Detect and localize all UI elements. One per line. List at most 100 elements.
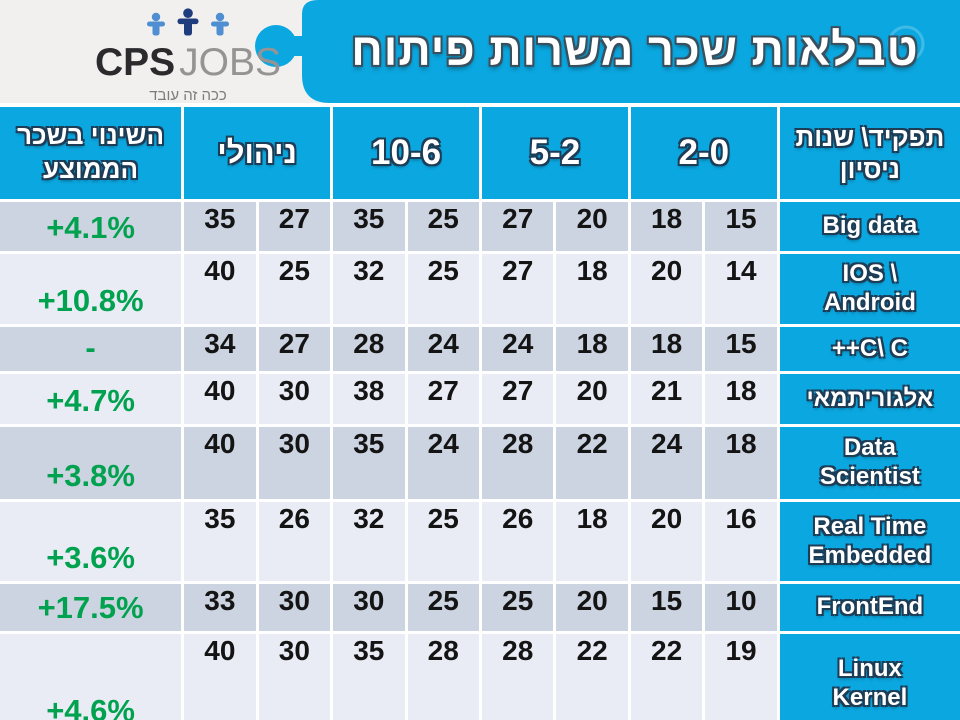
role-cell: FrontEnd xyxy=(779,584,960,631)
title-banner-puzzle xyxy=(255,0,960,103)
logo-wordmark: CPS JOBS xyxy=(88,43,288,83)
salary-cell: 40 xyxy=(184,254,256,324)
salary-cell: 20 xyxy=(630,502,703,581)
table-row: +17.5% 33 30 30 25 25 20 15 10 FrontEnd xyxy=(0,584,960,631)
page-title: טבלאות שכר משרות פיתוח xyxy=(351,24,919,75)
salary-cell: 32 xyxy=(333,502,405,581)
salary-cell: 20 xyxy=(556,202,628,251)
table-row: -34 27 28 24 24 18 18 15 ++C\ C xyxy=(0,327,960,371)
salary-cell: 18 xyxy=(556,502,628,581)
table-row: +3.8% 40 30 35 24 28 22 24 18 Data Scientist xyxy=(0,427,960,499)
puzzle-people-icon xyxy=(147,8,229,36)
table-row: +4.7% 40 30 38 27 27 20 21 18 אלגוריתמאי xyxy=(0,374,960,424)
change-cell: +3.8% xyxy=(0,427,182,499)
salary-cell: 35 xyxy=(184,202,256,251)
salary-cell: 26 xyxy=(258,502,331,581)
cps-jobs-logo: CPS JOBS ככה זה עובד xyxy=(88,8,288,104)
change-cell: +10.8% xyxy=(0,254,182,324)
col-header-role: תפקיד\ שנות ניסיון xyxy=(779,107,960,199)
salary-cell: 24 xyxy=(481,327,554,371)
salary-cell: 25 xyxy=(481,584,554,631)
col-header-exp-6-10: 10-6 xyxy=(333,107,479,199)
salary-cell: 30 xyxy=(333,584,405,631)
salary-cell: 28 xyxy=(407,634,479,720)
salary-cell: 30 xyxy=(258,584,331,631)
salary-cell: 21 xyxy=(630,374,703,424)
salary-cell: 38 xyxy=(333,374,405,424)
salary-cell: 35 xyxy=(333,634,405,720)
role-cell: Real Time Embedded xyxy=(779,502,960,581)
col-header-exp-2-5: 5-2 xyxy=(481,107,628,199)
salary-cell: 25 xyxy=(407,202,479,251)
salary-table: השינוי בשכר הממוצע ניהולי 10-6 5-2 2-0 ת… xyxy=(0,104,960,720)
table-row: +4.6% 40 30 35 28 28 22 22 19 Linux Kernel xyxy=(0,634,960,720)
salary-cell: 14 xyxy=(705,254,777,324)
salary-cell: 28 xyxy=(481,634,554,720)
salary-cell: 22 xyxy=(556,634,628,720)
salary-cell: 30 xyxy=(258,634,331,720)
salary-cell: 25 xyxy=(407,254,479,324)
salary-cell: 35 xyxy=(184,502,256,581)
salary-cell: 26 xyxy=(481,502,554,581)
role-cell: IOS \ Android xyxy=(779,254,960,324)
role-cell: ++C\ C xyxy=(779,327,960,371)
salary-cell: 27 xyxy=(258,202,331,251)
salary-cell: 10 xyxy=(705,584,777,631)
salary-cell: 27 xyxy=(407,374,479,424)
change-cell: +3.6% xyxy=(0,502,182,581)
col-header-managerial: ניהולי xyxy=(184,107,331,199)
salary-cell: 18 xyxy=(630,327,703,371)
salary-cell: 18 xyxy=(556,327,628,371)
salary-cell: 32 xyxy=(333,254,405,324)
salary-cell: 27 xyxy=(481,374,554,424)
salary-cell: 22 xyxy=(630,634,703,720)
salary-cell: 24 xyxy=(407,327,479,371)
salary-cell: 16 xyxy=(705,502,777,581)
change-cell: +17.5% xyxy=(0,584,182,631)
col-header-change: השינוי בשכר הממוצע xyxy=(0,107,182,199)
salary-cell: 20 xyxy=(630,254,703,324)
salary-cell: 18 xyxy=(705,427,777,499)
salary-cell: 22 xyxy=(556,427,628,499)
role-cell: Linux Kernel xyxy=(779,634,960,720)
salary-cell: 20 xyxy=(556,584,628,631)
logo-jobs-text: JOBS xyxy=(179,41,282,84)
change-cell: - xyxy=(0,327,182,371)
salary-cell: 24 xyxy=(630,427,703,499)
salary-cell: 40 xyxy=(184,374,256,424)
salary-cell: 27 xyxy=(481,202,554,251)
salary-cell: 28 xyxy=(333,327,405,371)
salary-cell: 35 xyxy=(333,427,405,499)
logo-cps-text: CPS xyxy=(94,41,176,84)
table-header-row: השינוי בשכר הממוצע ניהולי 10-6 5-2 2-0 ת… xyxy=(0,107,960,199)
salary-cell: 15 xyxy=(705,327,777,371)
salary-cell: 40 xyxy=(184,634,256,720)
role-cell: אלגוריתמאי xyxy=(779,374,960,424)
salary-cell: 33 xyxy=(184,584,256,631)
salary-cell: 18 xyxy=(556,254,628,324)
salary-cell: 28 xyxy=(481,427,554,499)
salary-cell: 27 xyxy=(481,254,554,324)
change-cell: +4.6% xyxy=(0,634,182,720)
logo-tagline: ככה זה עובד xyxy=(149,87,227,104)
table-row: +4.1% 35 27 35 25 27 20 18 15 Big data xyxy=(0,202,960,251)
salary-cell: 35 xyxy=(333,202,405,251)
salary-cell: 30 xyxy=(258,427,331,499)
salary-cell: 24 xyxy=(407,427,479,499)
salary-cell: 18 xyxy=(705,374,777,424)
table-row: +10.8% 40 25 32 25 27 18 20 14 IOS \ Android xyxy=(0,254,960,324)
salary-cell: 25 xyxy=(407,502,479,581)
salary-cell: 27 xyxy=(258,327,331,371)
salary-cell: 40 xyxy=(184,427,256,499)
role-cell: Big data xyxy=(779,202,960,251)
change-cell: +4.7% xyxy=(0,374,182,424)
role-cell: Data Scientist xyxy=(779,427,960,499)
salary-cell: 20 xyxy=(556,374,628,424)
salary-cell: 18 xyxy=(630,202,703,251)
salary-cell: 19 xyxy=(705,634,777,720)
salary-cell: 30 xyxy=(258,374,331,424)
salary-cell: 15 xyxy=(705,202,777,251)
salary-cell: 25 xyxy=(258,254,331,324)
salary-cell: 34 xyxy=(184,327,256,371)
